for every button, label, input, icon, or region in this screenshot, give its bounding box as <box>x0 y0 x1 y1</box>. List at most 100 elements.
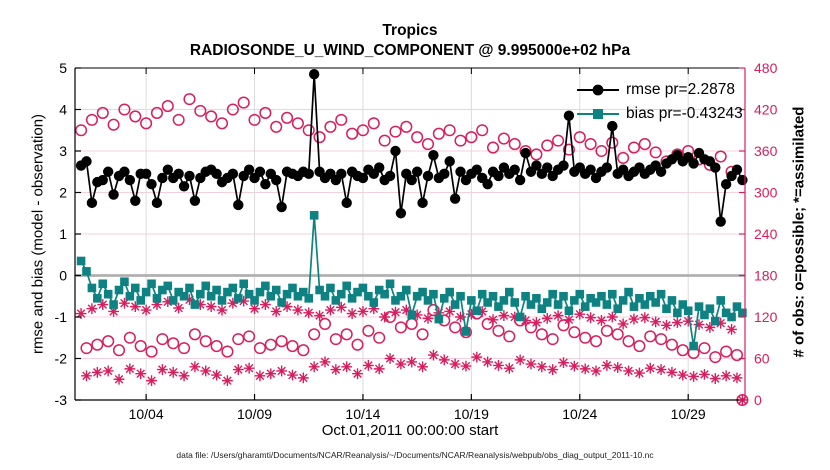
assimilated-obs-marker <box>579 363 591 375</box>
assimilated-obs-marker <box>189 361 201 373</box>
possible-obs-marker <box>102 335 115 348</box>
tick-label-left: 4 <box>59 102 67 118</box>
rmse-marker <box>357 172 369 184</box>
assimilated-obs-marker <box>200 365 212 377</box>
assimilated-obs-marker <box>173 302 185 314</box>
possible-obs-marker <box>394 321 407 334</box>
bias-marker <box>716 296 726 305</box>
assimilated-obs-marker <box>140 304 152 316</box>
bias-marker <box>418 287 427 297</box>
assimilated-obs-marker <box>113 373 125 385</box>
possible-obs-marker <box>129 110 142 123</box>
possible-obs-marker <box>573 131 586 144</box>
assimilated-obs-marker <box>655 364 667 375</box>
bias-marker <box>727 312 736 322</box>
bias-marker <box>597 291 606 301</box>
assimilated-obs-marker <box>422 312 434 324</box>
tick-label-bottom: 10/14 <box>345 406 380 422</box>
bias-marker <box>82 267 91 276</box>
possible-obs-marker <box>270 120 283 133</box>
rmse-marker <box>260 179 271 190</box>
tick-label-left: 3 <box>59 143 67 159</box>
possible-obs-marker <box>281 111 294 124</box>
assimilated-obs-marker <box>650 316 662 328</box>
rmse-marker <box>493 170 504 182</box>
possible-obs-marker <box>96 106 109 120</box>
bias-marker <box>347 294 357 303</box>
rmse-marker <box>211 168 222 180</box>
assimilated-obs-marker <box>596 315 607 326</box>
bias-marker <box>168 296 178 305</box>
assimilated-obs-marker <box>390 306 401 318</box>
assimilated-obs-marker <box>146 375 157 387</box>
tick-label-left: 1 <box>59 226 67 242</box>
assimilated-obs-marker <box>368 303 380 315</box>
possible-obs-marker <box>649 146 662 159</box>
possible-obs-marker <box>291 117 304 130</box>
assimilated-obs-marker <box>314 310 325 322</box>
assimilated-obs-marker <box>156 364 168 375</box>
assimilated-obs-marker <box>693 319 705 331</box>
bias-marker <box>651 298 660 307</box>
rmse-marker <box>157 172 168 184</box>
tick-label-left: 0 <box>59 268 67 284</box>
data-file-caption: data file: /Users/gharamti/Documents/NCA… <box>176 450 654 460</box>
assimilated-obs-marker <box>666 366 678 378</box>
possible-obs-marker <box>259 106 272 120</box>
assimilated-obs-marker <box>238 295 250 307</box>
bias-marker <box>244 289 254 299</box>
possible-obs-marker <box>611 328 624 341</box>
assimilated-obs-marker <box>471 351 483 363</box>
rmse-marker <box>233 199 244 211</box>
bias-marker <box>445 287 454 297</box>
bias-marker <box>380 289 389 299</box>
bias-marker <box>250 296 259 305</box>
rmse-marker <box>688 158 699 169</box>
bias-marker <box>353 287 362 297</box>
bias-marker <box>391 296 400 305</box>
assimilated-obs-marker <box>406 356 418 368</box>
bias-marker <box>288 283 297 293</box>
assimilated-obs-marker <box>91 366 103 378</box>
possible-obs-marker <box>508 138 521 151</box>
rmse-marker <box>737 174 748 186</box>
rmse-marker <box>303 168 314 180</box>
rmse-marker <box>243 164 255 175</box>
assimilated-obs-marker <box>167 366 179 378</box>
tick-label-right: 0 <box>754 392 762 408</box>
bias-marker <box>217 296 227 305</box>
bias-marker <box>434 314 444 324</box>
bias-marker <box>559 291 568 301</box>
possible-obs-marker <box>161 99 174 113</box>
bias-marker <box>575 289 585 299</box>
chart-subtitle: RADIOSONDE_U_WIND_COMPONENT @ 9.995000e+… <box>189 42 631 59</box>
bias-marker <box>662 304 671 313</box>
bias-marker <box>163 281 173 291</box>
bias-line-marker-icon <box>577 109 619 119</box>
assimilated-obs-marker <box>276 365 288 377</box>
bias-marker <box>510 298 520 307</box>
assimilated-obs-marker <box>547 364 559 375</box>
chart-title-block: Tropics RADIOSONDE_U_WIND_COMPONENT @ 9.… <box>75 21 745 61</box>
possible-obs-marker <box>557 319 570 332</box>
possible-obs-marker <box>730 348 744 362</box>
tick-label-right: 360 <box>754 143 778 159</box>
rmse-line-marker-icon <box>577 84 619 96</box>
bias-marker <box>738 308 747 318</box>
bias-marker <box>147 279 156 289</box>
rmse-marker <box>336 168 347 180</box>
possible-obs-marker <box>589 335 603 348</box>
possible-obs-marker <box>313 131 326 144</box>
possible-obs-marker <box>150 106 164 120</box>
possible-obs-marker <box>622 335 635 348</box>
possible-obs-marker <box>183 93 196 106</box>
possible-obs-marker <box>85 113 98 126</box>
possible-obs-marker <box>595 144 608 158</box>
assimilated-obs-marker <box>536 361 548 373</box>
bias-marker <box>678 300 688 309</box>
rmse-marker <box>173 168 184 180</box>
assimilated-obs-marker <box>151 299 163 310</box>
bias-marker <box>467 296 476 305</box>
bias-marker <box>109 300 118 309</box>
bias-marker <box>645 291 655 301</box>
